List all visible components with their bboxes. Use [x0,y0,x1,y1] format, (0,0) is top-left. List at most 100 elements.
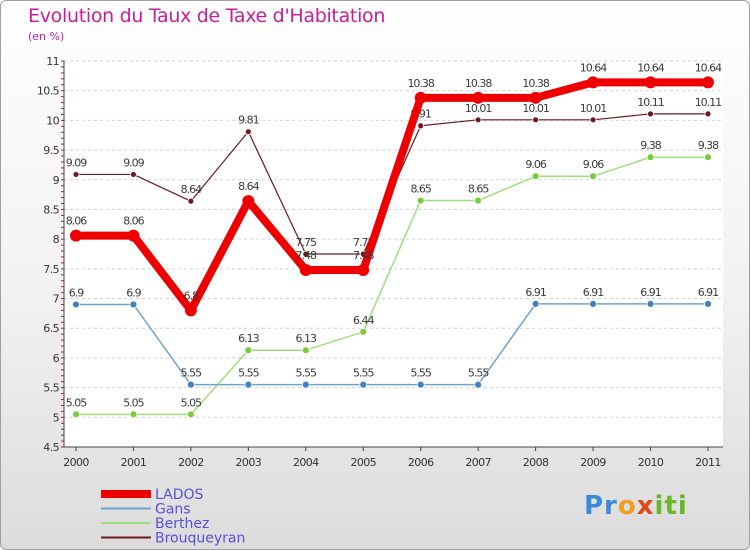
data-label: 5.05 [123,396,144,409]
data-point [589,299,597,308]
data-label: 10.38 [522,77,549,90]
y-tick-label: 8 [53,233,60,246]
data-label: 5.55 [181,367,202,380]
data-point [647,110,654,118]
data-label: 8.65 [410,183,431,196]
data-point [414,91,427,104]
data-label: 8.06 [66,215,87,228]
data-point [531,299,540,308]
data-point [130,171,137,178]
data-point [242,195,255,208]
data-point [701,76,714,89]
data-label: 10.64 [695,61,722,74]
data-label: 10.01 [465,102,492,115]
data-point [474,196,483,205]
x-tick-label: 2010 [638,456,664,469]
data-point [704,110,712,118]
data-point [587,76,600,89]
data-label: 9.38 [698,139,719,152]
data-label: 8.06 [123,215,144,228]
y-tick-label: 7.5 [43,263,59,276]
data-label: 10.38 [407,77,434,90]
data-label: 9.09 [123,156,144,169]
data-point [299,264,312,277]
data-label: 6.8 [184,289,199,302]
data-label: 6.44 [353,314,374,327]
data-label: 6.13 [238,332,259,345]
data-point [244,128,252,136]
data-point [301,380,310,389]
data-label: 6.9 [126,286,141,299]
data-point [474,380,483,389]
x-tick-label: 2005 [350,456,376,469]
data-point [244,346,253,355]
data-label: 5.55 [410,367,431,380]
data-point [72,171,80,178]
data-point [70,229,82,242]
data-label: 10.38 [465,77,492,90]
data-point [532,116,539,124]
data-label: 5.55 [296,367,317,380]
data-point [186,380,195,389]
y-tick-label: 10 [46,114,59,127]
data-point [72,300,80,309]
data-label: 5.55 [353,367,374,380]
data-label: 7.75 [296,236,317,249]
data-point [529,91,542,104]
data-label: 8.64 [238,180,259,193]
data-label: 10.01 [580,102,607,115]
y-tick-label: 6 [53,352,60,365]
data-point [359,327,368,336]
data-label: 10.64 [580,61,607,74]
data-label: 10.64 [637,61,664,74]
x-tick-label: 2008 [523,456,549,469]
data-label: 6.13 [296,332,317,345]
data-label: 5.55 [238,367,259,380]
data-label: 9.09 [66,156,87,169]
x-tick-label: 2003 [236,456,262,469]
data-point [184,304,197,317]
data-point [589,172,597,181]
data-label: 9.38 [640,139,661,152]
data-point [531,172,540,181]
x-tick-label: 2002 [178,456,204,469]
data-label: 10.11 [695,96,722,109]
data-label: 6.9 [69,286,84,299]
x-tick-label: 2000 [63,456,89,469]
data-label: 5.55 [468,367,489,380]
y-tick-label: 11 [46,55,59,68]
data-point [416,196,425,205]
data-point [704,153,712,162]
data-label: 6.91 [698,286,719,299]
data-point [72,410,80,419]
series-line-berthez [76,156,708,416]
data-label: 5.05 [181,396,202,409]
data-point [302,250,310,258]
y-tick-label: 9.5 [43,144,59,157]
data-label: 8.65 [468,183,489,196]
legend-label: LADOS [155,487,203,503]
y-tick-label: 7 [53,293,60,306]
data-point [129,300,138,309]
x-tick-label: 2001 [121,456,147,469]
data-label: 9.06 [583,158,604,171]
legend-label: Berthez [155,516,209,532]
plot-area [64,61,723,447]
y-tick-label: 5.5 [43,382,59,395]
data-label: 9.81 [238,114,259,127]
y-tick-label: 10.5 [37,85,60,98]
data-point [646,153,655,162]
series-line-lados [76,78,708,315]
data-point [474,116,482,124]
data-label: 10.11 [637,96,664,109]
data-point [646,299,655,308]
data-point [416,380,425,389]
data-point [129,410,138,419]
data-point [187,197,195,205]
data-label: 10.01 [522,102,549,115]
data-point [357,264,370,277]
data-point [186,410,195,419]
x-tick-label: 2011 [695,456,721,469]
